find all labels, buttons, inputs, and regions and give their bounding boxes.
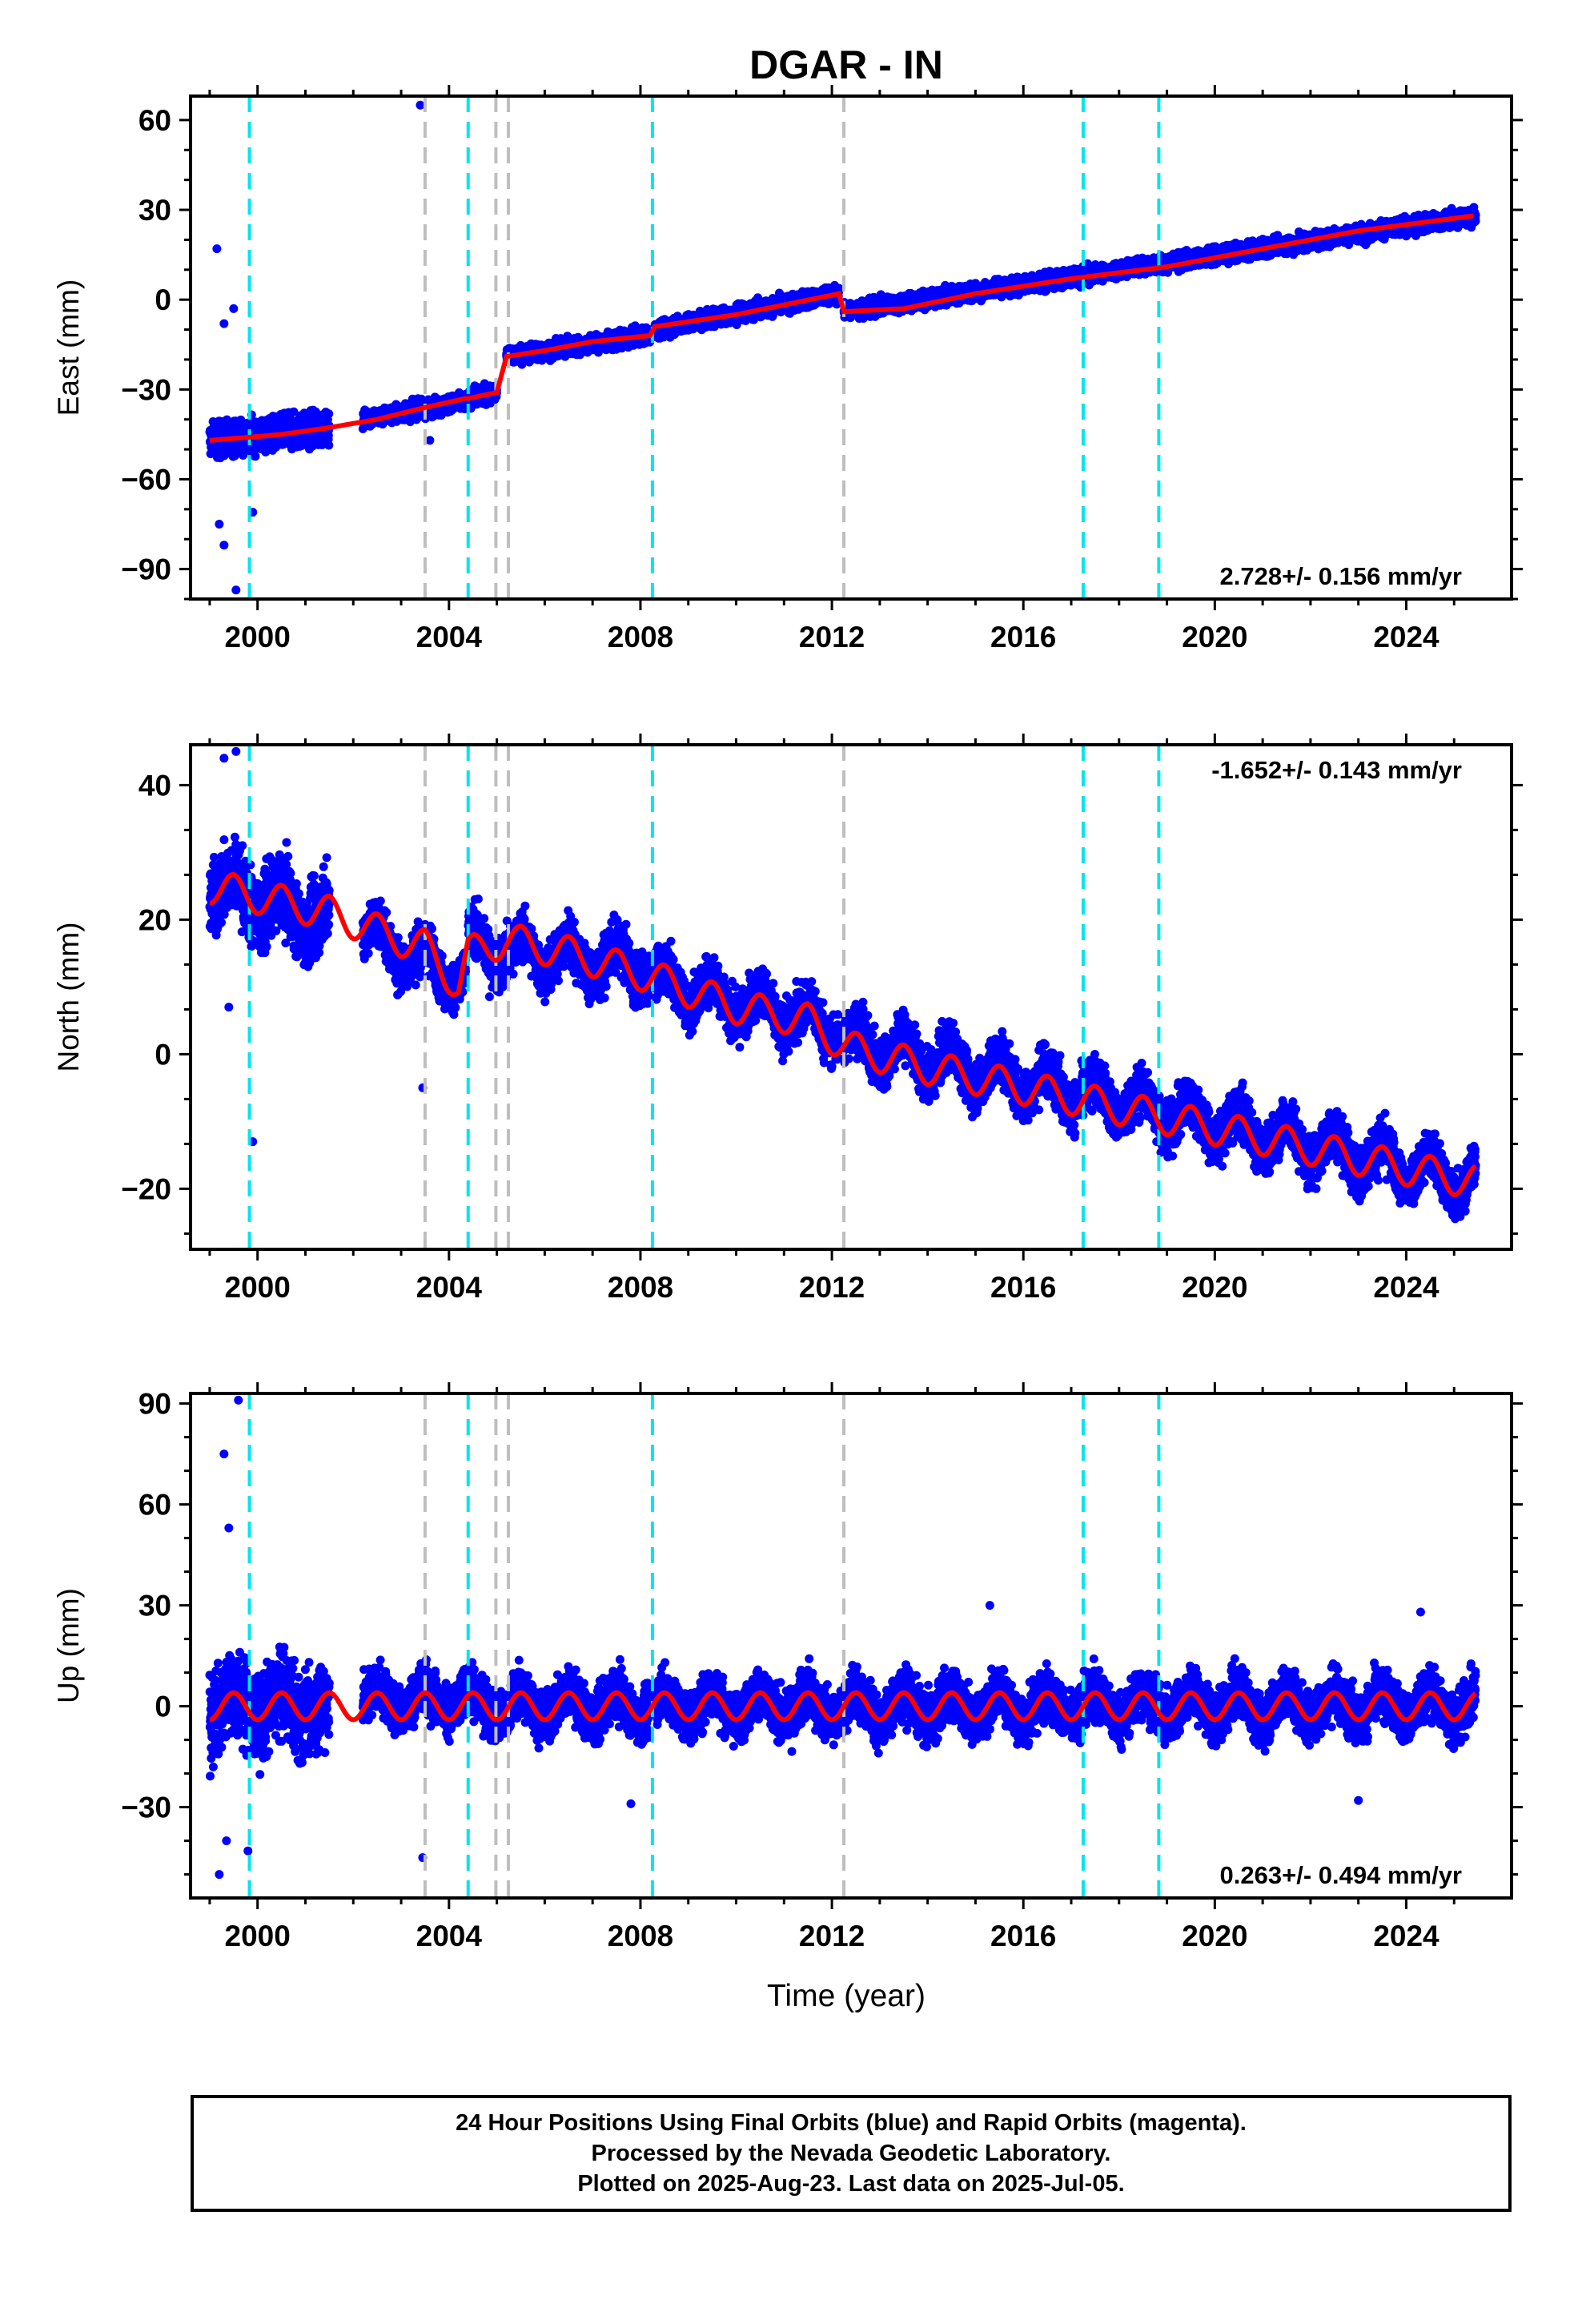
data-point — [324, 409, 334, 419]
panel-east: 2000 2004 2008 2012 2016 2020 2024−90−60−30030… — [52, 85, 1523, 653]
chart-title: DGAR - IN — [749, 42, 943, 87]
data-point — [236, 415, 246, 424]
data-point — [251, 452, 260, 461]
data-point — [289, 407, 299, 416]
data-point — [324, 440, 334, 450]
